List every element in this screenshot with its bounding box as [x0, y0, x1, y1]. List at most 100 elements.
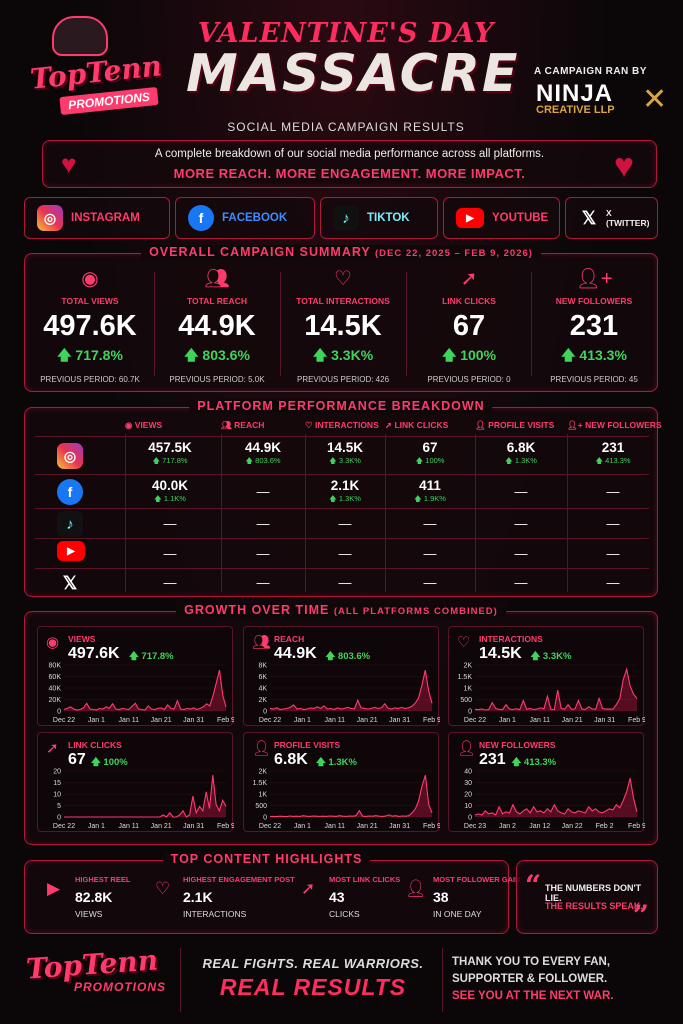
tab-label: TIKTOK: [367, 212, 410, 224]
series-area: [270, 670, 432, 711]
users-icon: 👥︎: [204, 268, 230, 290]
toptenn-logo: TopTenn PROMOTIONS: [22, 14, 172, 124]
tab-instagram[interactable]: ◎ INSTAGRAM: [24, 197, 170, 239]
chart-total: 231: [479, 751, 506, 768]
table-cell: 44.9K 🡅 803.6%: [244, 440, 282, 465]
x-tick-label: Jan 31: [594, 717, 615, 724]
y-tick-label: 20: [53, 769, 61, 776]
table-cell: 40.0K 🡅 1.1K%: [151, 478, 189, 503]
table-row: 𝕏 — — — — — —: [35, 568, 649, 596]
x-tick-label: Jan 31: [183, 823, 204, 830]
youtube-icon: ▶: [57, 541, 85, 561]
eye-icon: ◉: [46, 634, 60, 651]
tab-youtube[interactable]: ▶ YOUTUBE: [443, 197, 560, 239]
table-cell: —: [514, 516, 528, 531]
table-row: ♪ — — — — — —: [35, 508, 649, 538]
tab-x[interactable]: 𝕏 X (TWITTER): [565, 197, 658, 239]
x-tick-label: Feb 9: [423, 717, 440, 724]
tiktok-icon: ♪: [333, 205, 359, 231]
table-cell: 457.5K 🡅 717.8%: [148, 440, 192, 465]
x-tick-label: Jan 1: [88, 823, 105, 830]
y-tick-label: 1K: [258, 792, 267, 799]
y-tick-label: 20: [464, 792, 472, 799]
growth-chart-interactions: 0 500 1K 1.5K 2K Dec 22 Jan 1 Jan 11 Jan 21 Jan 3…: [448, 626, 645, 726]
table-cell: —: [338, 516, 352, 531]
user-plus-icon: 👤︎: [457, 740, 477, 757]
title-line1: VALENTINE'S DAY: [197, 18, 495, 49]
x-tick-label: Jan 22: [562, 823, 583, 830]
table-cell: 411 🡅 1.9K%: [414, 478, 446, 503]
cursor-icon: ➚: [385, 420, 395, 430]
summary-reach: 👥︎ TOTAL REACH 44.9K 🡅 803.6% PREVIOUS P…: [154, 266, 280, 384]
user-icon: 👤︎: [475, 420, 489, 430]
x-tick-label: Jan 1: [499, 717, 516, 724]
x-icon: 𝕏: [581, 207, 597, 228]
x-tick-label: Jan 2: [499, 823, 516, 830]
quote-line1: THE NUMBERS DON'T LIE.: [545, 883, 642, 903]
tab-tiktok[interactable]: ♪ TIKTOK: [320, 197, 438, 239]
chart-change: 🡅 803.6%: [325, 651, 371, 662]
series-area: [475, 669, 637, 711]
x-tick-label: Jan 21: [151, 717, 172, 724]
y-tick-label: 80K: [49, 663, 62, 670]
y-tick-label: 8K: [258, 663, 267, 670]
table-cell: —: [423, 546, 437, 561]
summary-followers: 👤︎+ NEW FOLLOWERS 231 🡅 413.3% PREVIOUS …: [531, 266, 657, 384]
x-tick-label: Jan 31: [389, 823, 410, 830]
tab-facebook[interactable]: f FACEBOOK: [175, 197, 315, 239]
x-tick-label: Feb 9: [217, 717, 234, 724]
chart-title: INTERACTIONS: [479, 634, 543, 644]
summary-link-clicks: ➚ LINK CLICKS 67 🡅 100% PREVIOUS PERIOD:…: [406, 266, 532, 384]
table-row: f 40.0K 🡅 1.1K% — 2.1K 🡅 1.3K% 411 🡅 1.9K% — —: [35, 474, 649, 508]
y-tick-label: 4K: [258, 686, 267, 693]
table-cell: —: [514, 575, 528, 590]
user-plus-icon: 👤︎+: [575, 268, 613, 290]
table-cell: —: [606, 575, 620, 590]
y-tick-label: 500: [255, 803, 267, 810]
tab-label: YOUTUBE: [492, 212, 549, 224]
heart-icon: ♥: [61, 149, 77, 179]
tab-label: FACEBOOK: [222, 212, 288, 224]
x-tick-label: Dec 22: [259, 717, 281, 724]
user-icon: 👤︎: [252, 740, 272, 757]
series-line: [474, 667, 638, 711]
series-area: [64, 775, 226, 817]
platform-breakdown-table: PLATFORM PERFORMANCE BREAKDOWN ◉ VIEWS 👥︎…: [24, 399, 662, 597]
y-tick-label: 0: [263, 709, 267, 716]
quote-close-icon: ”: [632, 899, 649, 932]
chart-title: NEW FOLLOWERS: [479, 740, 556, 750]
table-cell: —: [163, 546, 177, 561]
x-tick-label: Jan 11: [530, 717, 551, 724]
heart-outline-icon: ♡: [155, 879, 171, 898]
series-area: [475, 778, 637, 817]
y-tick-label: 0: [57, 815, 61, 822]
table-row: ▶ — — — — — —: [35, 538, 649, 568]
boxing-glove-icon: [52, 16, 108, 56]
users-icon: 👥︎: [221, 420, 235, 430]
growth-chart-reach: 0 2K 4K 6K 8K Dec 22 Jan 1 Jan 11 Jan 21 Jan 31 Fe…: [243, 626, 440, 726]
x-tick-label: Jan 31: [389, 717, 410, 724]
facebook-icon: f: [188, 205, 214, 231]
table-header: ➚ LINK CLICKS: [385, 420, 449, 430]
chart-total: 44.9K: [274, 645, 317, 662]
table-cell: 231 🡅 413.3%: [595, 440, 631, 465]
y-tick-label: 10: [464, 803, 472, 810]
facebook-icon: f: [57, 479, 83, 505]
cursor-click-icon: ➚: [460, 268, 478, 290]
table-header: 👤︎+ NEW FOLLOWERS: [567, 420, 662, 430]
y-tick-label: 60K: [49, 674, 62, 681]
table-cell: —: [423, 575, 437, 590]
y-tick-label: 20K: [49, 697, 62, 704]
cursor-icon: ➚: [301, 879, 316, 898]
x-tick-label: Jan 21: [562, 717, 583, 724]
y-tick-label: 0: [468, 815, 472, 822]
chart-svg: 0 500 1K 1.5K 2K Dec 22 Jan 1 Jan 11 Jan 21 Jan 3…: [253, 769, 440, 831]
table-cell: —: [163, 575, 177, 590]
campaign-summary: OVERALL CAMPAIGN SUMMARY (DEC 22, 2025 –…: [24, 245, 658, 392]
quote-line2: THE RESULTS SPEAK.: [545, 901, 643, 911]
chart-svg: 0 5 10 15 20 Dec 22 Jan 1 Jan 11 Jan 21 Jan 31 Feb…: [53, 769, 234, 831]
tab-label: X (TWITTER): [606, 208, 650, 228]
x-tick-label: Jan 11: [119, 823, 140, 830]
footer-logo-sub: PROMOTIONS: [74, 980, 167, 994]
